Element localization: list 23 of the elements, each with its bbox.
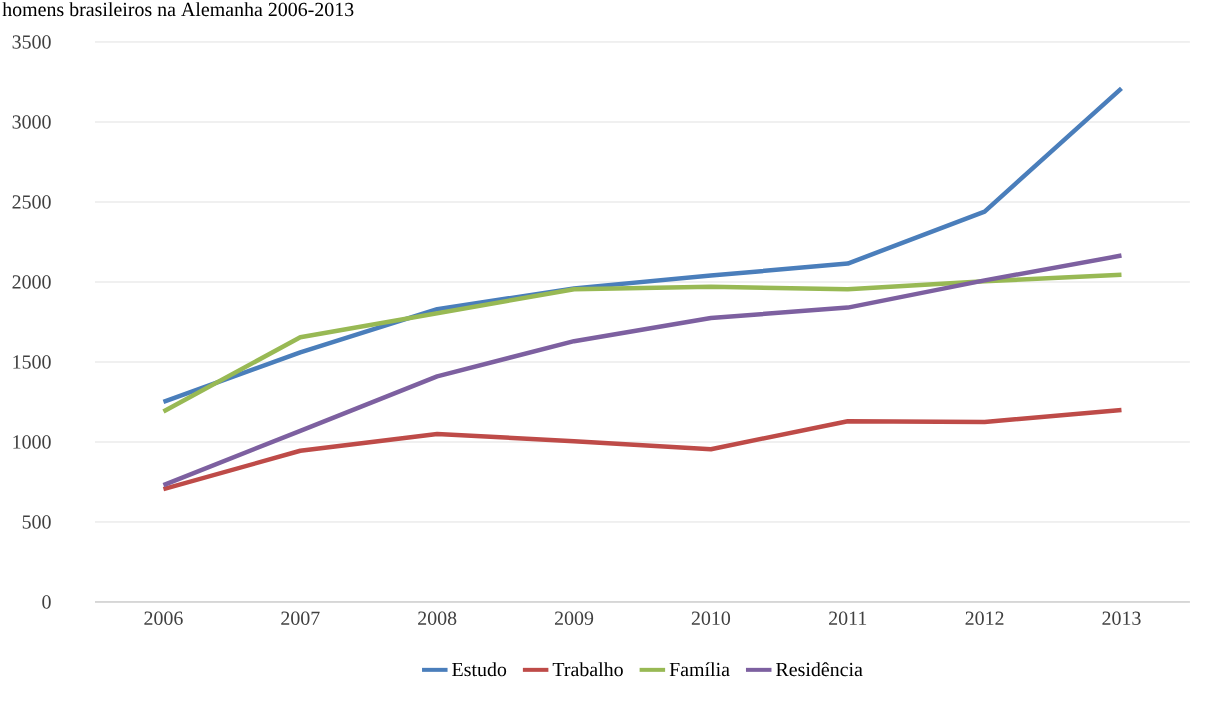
line-series <box>161 407 1124 492</box>
x-tick-label: 2012 <box>965 611 1004 625</box>
line-series <box>161 253 1124 488</box>
y-tick-label: 1500 <box>13 355 51 369</box>
y-tick-label: 500 <box>22 515 51 529</box>
x-tick-label: 2013 <box>1102 611 1141 625</box>
x-tick-label: 2008 <box>418 611 457 625</box>
legend-label: Trabalho <box>552 662 623 677</box>
y-tick-label: 3500 <box>12 35 51 49</box>
x-tick-label: 2009 <box>554 611 594 625</box>
legend-label: Estudo <box>452 662 507 677</box>
y-tick-label: 0 <box>42 595 51 609</box>
y-tick-label: 1000 <box>13 435 51 449</box>
chart-title: homens brasileiros na Alemanha 2006-2013 <box>2 2 354 17</box>
x-tick-label: 2006 <box>144 611 183 625</box>
legend-label: Família <box>669 662 730 677</box>
y-tick-label: 3000 <box>12 115 51 129</box>
y-tick-label: 2000 <box>12 275 51 289</box>
x-tick-label: 2010 <box>691 611 731 625</box>
x-tick-label: 2007 <box>281 611 320 625</box>
legend-label: Residência <box>776 662 863 677</box>
x-tick-label: 2011 <box>829 611 867 625</box>
y-tick-label: 2500 <box>12 195 51 209</box>
